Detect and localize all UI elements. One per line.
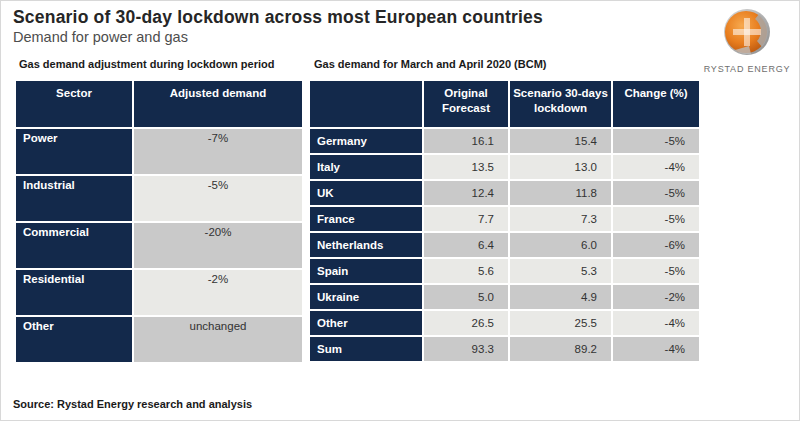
infographic-canvas: Scenario of 30-day lockdown across most … xyxy=(0,0,800,421)
change-cell: -6% xyxy=(613,233,699,257)
change-cell: -5% xyxy=(613,259,699,283)
change-cell: -4% xyxy=(613,155,699,179)
lockdown-cell: 4.9 xyxy=(510,285,611,309)
lockdown-cell: 13.0 xyxy=(510,155,611,179)
change-cell: -5% xyxy=(613,129,699,153)
lockdown-cell: 7.3 xyxy=(510,207,611,231)
globe-icon xyxy=(721,6,773,58)
left-table-label: Gas demand adjustment during lockdown pe… xyxy=(19,58,274,70)
country-cell: Spain xyxy=(310,259,422,283)
forecast-cell: 13.5 xyxy=(424,155,508,179)
table-row: Commercial -20% xyxy=(16,223,302,268)
column-header-original-forecast: Original Forecast xyxy=(424,81,508,127)
lockdown-cell: 15.4 xyxy=(510,129,611,153)
country-cell: Netherlands xyxy=(310,233,422,257)
change-cell: -4% xyxy=(613,337,699,361)
value-cell: -5% xyxy=(134,176,302,221)
table-row: Germany 16.1 15.4 -5% xyxy=(310,129,699,153)
value-cell: -20% xyxy=(134,223,302,268)
header-row: Original Forecast Scenario 30-days lockd… xyxy=(310,81,699,127)
column-header-adjusted-demand: Adjusted demand xyxy=(134,81,302,127)
change-cell: -5% xyxy=(613,181,699,205)
table-row: Spain 5.6 5.3 -5% xyxy=(310,259,699,283)
change-cell: -5% xyxy=(613,207,699,231)
table-row: Other unchanged xyxy=(16,317,302,362)
table-row: France 7.7 7.3 -5% xyxy=(310,207,699,231)
country-cell: Other xyxy=(310,311,422,335)
country-cell: Sum xyxy=(310,337,422,361)
adjustment-table: Sector Adjusted demand Power -7% Industr… xyxy=(14,79,304,364)
sector-cell: Other xyxy=(16,317,132,362)
forecast-cell: 5.6 xyxy=(424,259,508,283)
lockdown-cell: 6.0 xyxy=(510,233,611,257)
forecast-cell: 26.5 xyxy=(424,311,508,335)
forecast-cell: 6.4 xyxy=(424,233,508,257)
lockdown-cell: 89.2 xyxy=(510,337,611,361)
sector-cell: Commercial xyxy=(16,223,132,268)
country-cell: Germany xyxy=(310,129,422,153)
table-row: Industrial -5% xyxy=(16,176,302,221)
table-row: Power -7% xyxy=(16,129,302,174)
value-cell: unchanged xyxy=(134,317,302,362)
forecast-cell: 7.7 xyxy=(424,207,508,231)
change-cell: -2% xyxy=(613,285,699,309)
change-cell: -4% xyxy=(613,311,699,335)
sector-cell: Residential xyxy=(16,270,132,315)
forecast-cell: 12.4 xyxy=(424,181,508,205)
column-header-sector: Sector xyxy=(16,81,132,127)
country-cell: UK xyxy=(310,181,422,205)
sector-cell: Power xyxy=(16,129,132,174)
table-row: UK 12.4 11.8 -5% xyxy=(310,181,699,205)
column-header-change: Change (%) xyxy=(613,81,699,127)
column-header-scenario-lockdown: Scenario 30-days lockdown xyxy=(510,81,611,127)
table-row: Italy 13.5 13.0 -4% xyxy=(310,155,699,179)
forecast-cell: 93.3 xyxy=(424,337,508,361)
value-cell: -2% xyxy=(134,270,302,315)
table-row: Ukraine 5.0 4.9 -2% xyxy=(310,285,699,309)
forecast-cell: 5.0 xyxy=(424,285,508,309)
value-cell: -7% xyxy=(134,129,302,174)
table-row: Netherlands 6.4 6.0 -6% xyxy=(310,233,699,257)
country-cell: Ukraine xyxy=(310,285,422,309)
rystad-logo: RYSTAD ENERGY xyxy=(701,6,793,74)
lockdown-cell: 11.8 xyxy=(510,181,611,205)
table-row: Sum 93.3 89.2 -4% xyxy=(310,337,699,361)
right-table-label: Gas demand for March and April 2020 (BCM… xyxy=(314,58,546,70)
page-title: Scenario of 30-day lockdown across most … xyxy=(13,7,543,28)
page-subtitle: Demand for power and gas xyxy=(13,29,188,45)
table-row: Residential -2% xyxy=(16,270,302,315)
table-row: Other 26.5 25.5 -4% xyxy=(310,311,699,335)
source-note: Source: Rystad Energy research and analy… xyxy=(13,398,252,410)
lockdown-cell: 5.3 xyxy=(510,259,611,283)
header-row: Sector Adjusted demand xyxy=(16,81,302,127)
demand-table: Original Forecast Scenario 30-days lockd… xyxy=(308,79,701,363)
country-cell: Italy xyxy=(310,155,422,179)
sector-cell: Industrial xyxy=(16,176,132,221)
country-cell: France xyxy=(310,207,422,231)
rystad-logo-text: RYSTAD ENERGY xyxy=(701,64,793,74)
lockdown-cell: 25.5 xyxy=(510,311,611,335)
column-header-country xyxy=(310,81,422,127)
forecast-cell: 16.1 xyxy=(424,129,508,153)
